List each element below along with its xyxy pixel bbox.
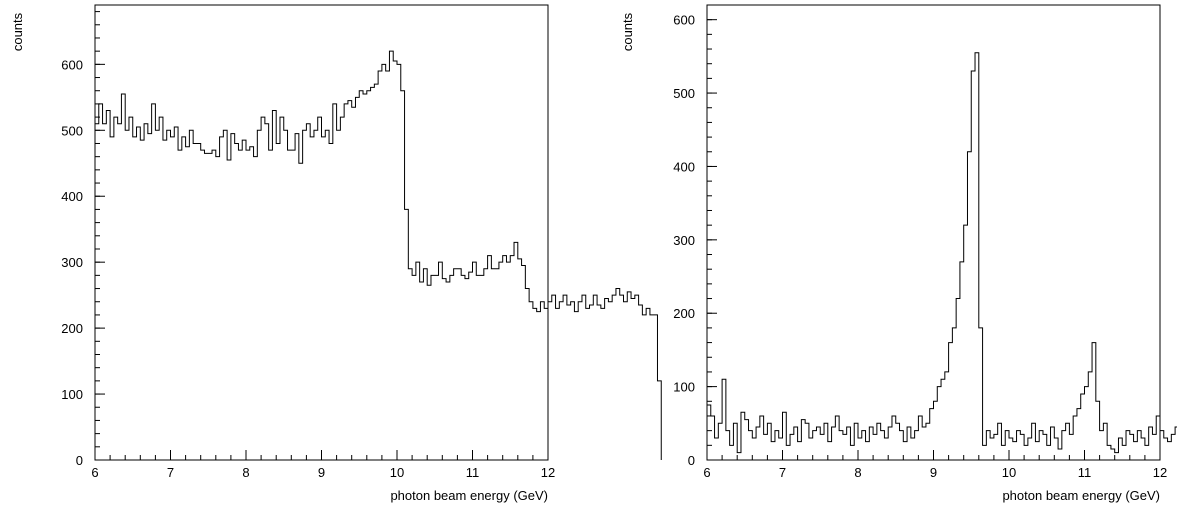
y-tick-label: 300 — [673, 233, 695, 248]
x-axis-title: photon beam energy (GeV) — [390, 488, 548, 503]
x-tick-label: 10 — [1002, 465, 1016, 480]
x-tick-label: 10 — [390, 465, 404, 480]
y-tick-label: 500 — [61, 123, 83, 138]
y-tick-label: 600 — [673, 13, 695, 28]
x-tick-label: 8 — [854, 465, 861, 480]
y-tick-label: 200 — [61, 321, 83, 336]
y-tick-label: 200 — [673, 306, 695, 321]
x-tick-label: 6 — [703, 465, 710, 480]
y-tick-label: 100 — [61, 387, 83, 402]
histogram-series — [706, 52, 1177, 460]
y-tick-label: 500 — [673, 86, 695, 101]
y-tick-label: 100 — [673, 380, 695, 395]
x-tick-label: 6 — [91, 465, 98, 480]
x-tick-label: 7 — [779, 465, 786, 480]
y-tick-label: 400 — [673, 159, 695, 174]
x-axis-title: photon beam energy (GeV) — [1002, 488, 1160, 503]
x-tick-label: 9 — [318, 465, 325, 480]
x-tick-label: 9 — [930, 465, 937, 480]
x-tick-label: 11 — [466, 465, 480, 480]
x-axis: 6 7 8 9 10 11 12 — [703, 450, 1167, 480]
y-tick-label: 300 — [61, 255, 83, 270]
histogram-panel-left: 6 7 8 9 10 11 12 0 100 200 300 400 500 600 counts ph… — [10, 4, 662, 503]
x-tick-label: 11 — [1078, 465, 1092, 480]
x-axis: 6 7 8 9 10 11 12 — [91, 450, 555, 480]
y-tick-label: 0 — [76, 453, 83, 468]
plot-frame — [94, 4, 549, 461]
y-axis-title: counts — [10, 12, 25, 51]
histogram-panel-right: 6 7 8 9 10 11 12 0 100 200 300 400 500 600 counts ph… — [620, 4, 1177, 503]
y-tick-label: 0 — [688, 453, 695, 468]
x-tick-label: 12 — [541, 465, 555, 480]
histogram-series — [94, 50, 662, 460]
x-tick-label: 7 — [167, 465, 174, 480]
y-axis: 0 100 200 300 400 500 600 — [673, 4, 717, 468]
x-tick-label: 8 — [242, 465, 249, 480]
x-tick-label: 12 — [1153, 465, 1167, 480]
y-axis: 0 100 200 300 400 500 600 — [61, 11, 105, 468]
plot-frame — [706, 4, 1161, 461]
y-tick-label: 600 — [61, 57, 83, 72]
y-axis-title: counts — [620, 12, 635, 51]
y-tick-label: 400 — [61, 189, 83, 204]
